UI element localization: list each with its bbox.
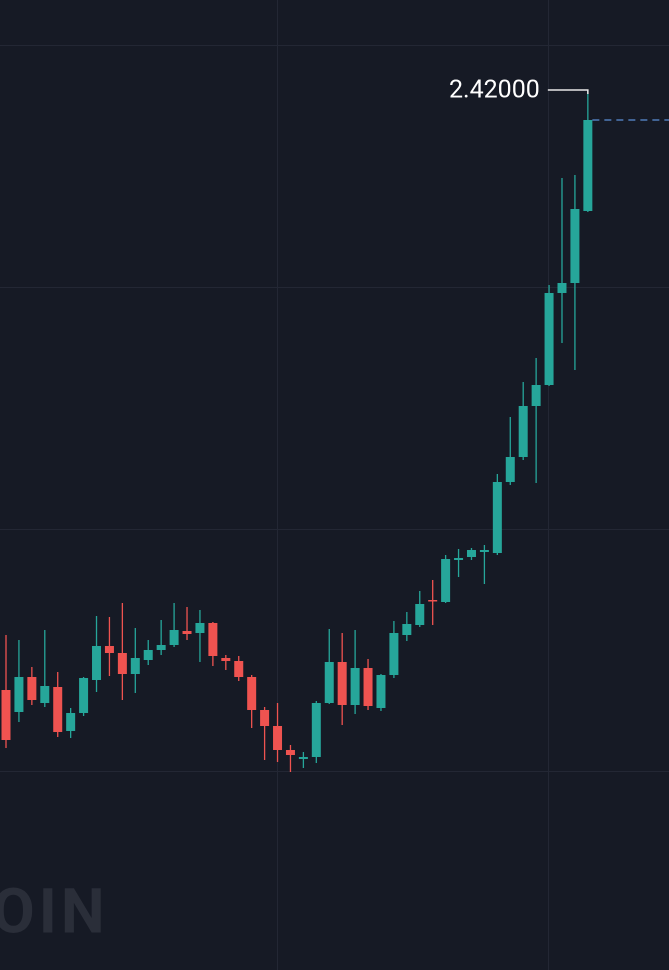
- high-marker-line: [547, 89, 589, 94]
- candle-body: [208, 623, 218, 656]
- candle-body: [27, 677, 37, 700]
- candle-body: [79, 678, 89, 713]
- candle-body: [104, 646, 114, 653]
- candle-body: [428, 600, 438, 602]
- candle-body: [544, 293, 554, 385]
- candle-body: [14, 677, 24, 712]
- candle-body: [441, 559, 451, 602]
- candle-body: [324, 662, 334, 703]
- candle-body: [169, 630, 179, 645]
- candle-body: [1, 690, 11, 740]
- candle-body: [492, 482, 502, 553]
- candle-body: [363, 668, 373, 706]
- candle-body: [234, 661, 244, 677]
- candle-body: [40, 686, 50, 703]
- candle-body: [66, 713, 76, 731]
- candle-body: [570, 209, 580, 283]
- candle-body: [583, 120, 593, 211]
- high-marker-label: 2.42000: [449, 76, 540, 105]
- candle-body: [298, 757, 308, 759]
- candle-body: [247, 677, 257, 710]
- candle-body: [415, 604, 425, 625]
- candle-body: [337, 662, 347, 705]
- candle-body: [53, 687, 63, 732]
- candle-body: [389, 633, 399, 675]
- candle-body: [92, 646, 102, 680]
- candle-body: [195, 623, 205, 633]
- candle-body: [466, 550, 476, 557]
- candle-body: [557, 283, 567, 293]
- candle-body: [376, 675, 386, 708]
- candle-body: [117, 653, 127, 674]
- candle-body: [221, 658, 231, 661]
- candle-body: [260, 710, 270, 726]
- candle-body: [505, 457, 515, 482]
- candle-body: [531, 385, 541, 406]
- candle-body: [156, 645, 166, 650]
- candle-body: [285, 750, 295, 755]
- candle-body: [311, 703, 321, 757]
- candle-body: [182, 631, 192, 634]
- candle-body: [518, 406, 528, 457]
- candle-body: [350, 668, 360, 705]
- candle-body: [143, 650, 153, 660]
- candle-body: [454, 558, 464, 560]
- candle-body: [402, 624, 412, 635]
- watermark: OIN: [0, 875, 109, 948]
- candle-body: [130, 658, 140, 674]
- candle-body: [273, 726, 283, 750]
- candle-body: [479, 550, 489, 552]
